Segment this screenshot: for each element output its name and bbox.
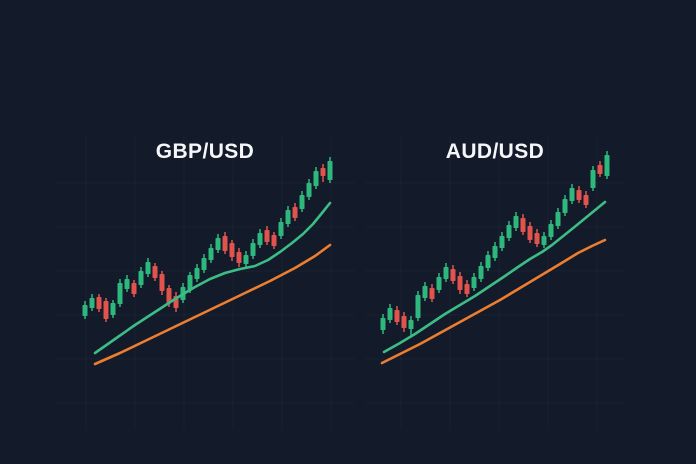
chart-title-gbpusd: GBP/USD [155, 140, 255, 163]
chart-panel-audusd: AUD/USD [365, 135, 625, 430]
candlestick-chart-gbpusd [55, 135, 355, 430]
candlestick-chart-audusd [365, 135, 625, 430]
chart-panel-gbpusd: GBP/USD [55, 135, 355, 430]
chart-title-audusd: AUD/USD [445, 140, 545, 163]
